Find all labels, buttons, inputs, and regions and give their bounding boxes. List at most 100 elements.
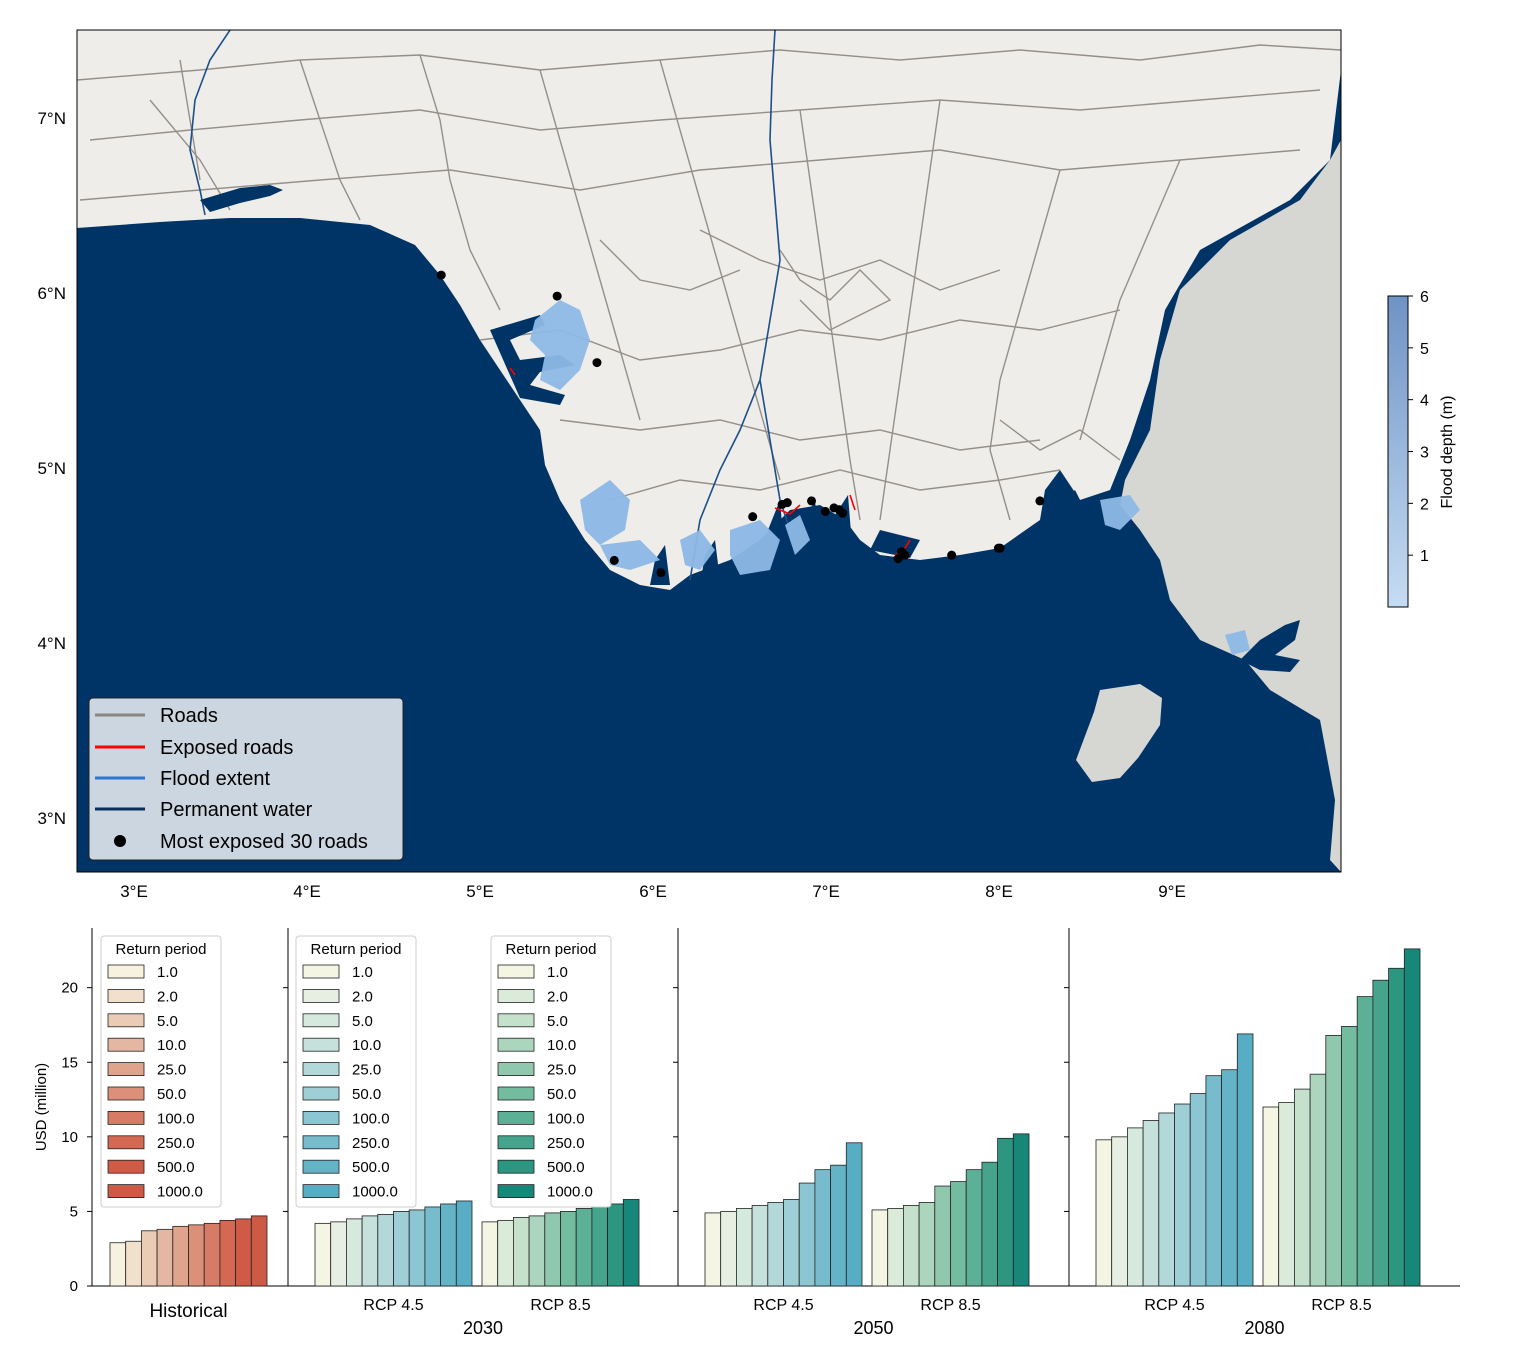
legend-entry: 500.0 (157, 1159, 195, 1176)
bar (1205, 1075, 1223, 1287)
legend-entry: 250.0 (157, 1135, 195, 1152)
bar (125, 1240, 142, 1287)
bar (481, 1221, 499, 1287)
colorbar-tick-label: 6 (1420, 289, 1429, 306)
map-legend: Roads Exposed roads Flood extent Permane… (88, 697, 404, 861)
bar (934, 1185, 951, 1287)
bar (172, 1225, 189, 1287)
bar (140, 1230, 158, 1287)
legend-swatch (302, 1013, 340, 1028)
bar (424, 1206, 441, 1287)
legend-swatch (302, 1037, 340, 1052)
bar (591, 1205, 609, 1287)
bar (1262, 1106, 1280, 1287)
bar (1341, 1026, 1358, 1287)
return-period-legend: Return period 1.0 2.0 5.0 10.0 25.0 50.0 100.0 2… (295, 935, 417, 1208)
y-tick-label: 10 (61, 1129, 78, 1146)
legend-swatch (302, 1159, 340, 1174)
legend-entry: 25.0 (352, 1062, 381, 1079)
bar (1388, 967, 1405, 1287)
exposed-point (748, 512, 758, 522)
legend-swatch (107, 964, 145, 979)
exposed-point (838, 508, 848, 518)
bar (109, 1242, 127, 1287)
legend-points-swatch (114, 835, 126, 847)
bar (1294, 1088, 1311, 1287)
legend-entry: 5.0 (547, 1013, 568, 1030)
neighbour-land-area (1120, 140, 1341, 872)
bar (188, 1224, 205, 1287)
bar (235, 1218, 252, 1287)
legend-entry: 10.0 (157, 1037, 186, 1054)
exposed-point (782, 498, 792, 508)
legend-swatch (497, 1159, 535, 1174)
group-label: RCP 4.5 (363, 1297, 423, 1314)
lat-tick-3: 3°N (37, 809, 66, 828)
legend-swatch (497, 1062, 535, 1076)
y-tick-label: 20 (61, 980, 78, 997)
legend-entry: 5.0 (352, 1013, 373, 1030)
lat-tick-labels: 7°N 6°N 5°N 4°N 3°N (37, 109, 66, 828)
legend-swatch (302, 1111, 340, 1125)
legend-entry: 100.0 (157, 1110, 195, 1127)
legend-entry: 1000.0 (157, 1184, 203, 1201)
legend-water-label: Permanent water (160, 799, 313, 821)
lagoon (200, 185, 283, 212)
bar (156, 1228, 174, 1287)
legend-points-label: Most exposed 30 roads (160, 831, 368, 853)
bar (736, 1208, 753, 1287)
bar (871, 1209, 889, 1287)
group-label: RCP 4.5 (1144, 1297, 1204, 1314)
legend-entry: 500.0 (352, 1159, 390, 1176)
exposed-point (947, 550, 957, 560)
bar (497, 1219, 514, 1287)
bar (1325, 1035, 1342, 1287)
legend-entry: 2.0 (157, 988, 178, 1005)
colorbar: 1 2 3 4 5 6 Flood depth (m) (1387, 289, 1456, 608)
bar (528, 1215, 546, 1287)
bar (250, 1215, 268, 1287)
legend-swatch (107, 1111, 145, 1125)
group-label: RCP 4.5 (753, 1297, 813, 1314)
legend-entry: 1.0 (352, 964, 373, 981)
bar (314, 1222, 332, 1287)
bar (783, 1199, 800, 1287)
lat-tick-7: 7°N (37, 109, 66, 128)
bar (845, 1142, 863, 1287)
map-panel: 7°N 6°N 5°N 4°N 3°N 3°E 4°E 5°E 6°E 7°E … (37, 29, 1456, 901)
bar (455, 1200, 473, 1287)
panel-title: 2080 (1244, 1318, 1284, 1338)
legend-entry: 2.0 (352, 988, 373, 1005)
colorbar-gradient (1387, 295, 1409, 608)
bar (767, 1202, 784, 1287)
lat-tick-4: 4°N (37, 634, 66, 653)
bar (1278, 1102, 1295, 1287)
bar (560, 1211, 577, 1287)
bar (1127, 1127, 1144, 1287)
return-period-legend: Return period 1.0 2.0 5.0 10.0 25.0 50.0 100.0 2… (490, 935, 612, 1208)
legend-entry: 1.0 (547, 964, 568, 981)
exposed-point (893, 554, 903, 564)
exposed-point (807, 496, 817, 506)
river-network (189, 30, 791, 581)
bar (345, 1218, 363, 1287)
legend-swatch (107, 1159, 145, 1174)
legend-entry: 10.0 (352, 1037, 381, 1054)
exposed-point (592, 358, 602, 368)
bar (981, 1161, 999, 1287)
lon-tick-labels: 3°E 4°E 5°E 6°E 7°E 8°E 9°E (120, 882, 1186, 901)
bar-panel-2030: RCP 4.5 RCP 8.5 2030 (283, 928, 678, 1338)
island-bioko (1076, 684, 1162, 782)
bar (950, 1181, 967, 1287)
legend-swatch (107, 1184, 145, 1198)
legend-swatch (107, 1135, 145, 1150)
bar (544, 1212, 561, 1287)
bar (965, 1169, 983, 1287)
lat-tick-5: 5°N (37, 459, 66, 478)
bar (219, 1219, 236, 1287)
group-label: RCP 8.5 (530, 1297, 590, 1314)
legend-entry: 250.0 (547, 1135, 585, 1152)
lon-tick-3: 3°E (120, 882, 148, 901)
legend-swatch (302, 989, 340, 1003)
